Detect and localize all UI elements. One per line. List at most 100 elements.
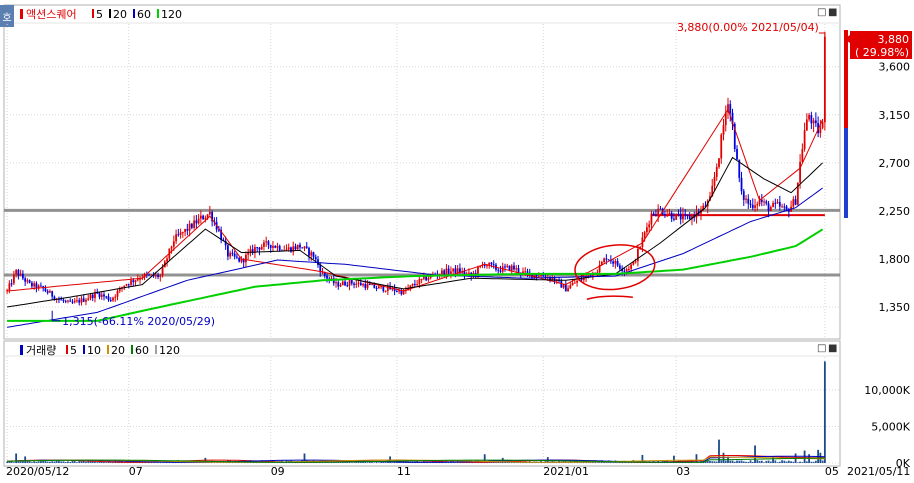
candle-body (634, 261, 637, 263)
candle-body (159, 275, 162, 278)
candle-body (722, 125, 725, 135)
legend-label: 20 (113, 8, 127, 21)
volume-bar (821, 460, 824, 463)
candle-body (308, 247, 310, 256)
candle-body (508, 265, 511, 271)
price-legend: 액션스퀘어 5 20 60 120 (20, 8, 182, 21)
candle-body (441, 270, 443, 275)
candle-body (53, 296, 56, 300)
candle-body (733, 123, 736, 149)
volume-bar (382, 461, 385, 463)
volume-legend-marker (20, 345, 23, 355)
candle-body (531, 273, 533, 278)
volume-bar (89, 460, 92, 463)
volume-bar (94, 461, 96, 463)
candle-body (26, 280, 29, 282)
candle-body (355, 283, 358, 285)
candle-body (179, 232, 182, 235)
volume-bar (335, 462, 337, 463)
volume-close-button[interactable]: ■ (828, 343, 837, 354)
candle-body (276, 246, 279, 248)
volume-legend-title: 거래량 (26, 344, 56, 357)
candle-body (537, 276, 540, 278)
candle-body (89, 294, 92, 299)
volume-bar (103, 461, 105, 463)
candle-body (535, 274, 538, 277)
volume-bar (751, 461, 754, 463)
x-tick-label: 2020/05/12 (6, 465, 69, 478)
price-restore-button[interactable]: □ (817, 7, 826, 18)
volume-bar (747, 461, 750, 463)
candle-body (46, 291, 49, 293)
candle-body (623, 270, 626, 272)
legend-label: 60 (135, 344, 149, 357)
legend-swatch (92, 9, 94, 18)
candle-body (567, 288, 569, 292)
candle-body (132, 280, 135, 283)
candle-body (10, 283, 13, 285)
candle-body (549, 277, 551, 280)
candle-body (267, 241, 270, 245)
candle-body (745, 198, 747, 200)
volume-bar (24, 456, 27, 463)
candle-body (776, 202, 779, 204)
volume-bar (810, 461, 813, 463)
volume-restore-button[interactable]: □ (817, 343, 826, 354)
candle-body (269, 244, 272, 248)
candle-body (193, 220, 196, 228)
volume-bar (756, 460, 759, 463)
candle-body (758, 199, 761, 205)
candle-body (161, 267, 164, 276)
candle-body (603, 258, 606, 263)
volume-bar (6, 461, 9, 463)
candle-body (206, 214, 209, 218)
candle-body (486, 265, 488, 267)
candle-body (323, 272, 326, 276)
candle-body (395, 291, 398, 293)
candle-body (670, 212, 673, 219)
candle-body (211, 211, 214, 222)
volume-bar (98, 461, 101, 463)
candle-body (278, 246, 281, 251)
candle-body (564, 284, 567, 292)
volume-bar (765, 460, 768, 463)
candle-body (652, 213, 655, 215)
volume-bar (49, 461, 51, 463)
volume-bar (720, 460, 723, 463)
candle-body (15, 269, 18, 275)
side-tab[interactable] (0, 5, 14, 27)
candle-body (371, 284, 373, 286)
candle-body (675, 213, 678, 220)
candle-body (105, 296, 108, 298)
candle-body (85, 299, 87, 302)
volume-bar (758, 461, 761, 463)
legend-swatch (155, 345, 157, 354)
candle-body (409, 285, 412, 289)
price-close-button[interactable]: ■ (828, 7, 837, 18)
volume-bar (823, 361, 826, 463)
candle-body (720, 134, 723, 159)
last-date-label: 2021/05/11 (847, 465, 910, 478)
price-panel-frame (3, 4, 841, 340)
volume-bar (799, 461, 801, 463)
volume-bar (763, 462, 765, 463)
volume-bar (373, 462, 376, 463)
candle-body (400, 290, 403, 295)
candle-body (170, 246, 173, 249)
volume-bar (524, 460, 527, 463)
candle-body (805, 119, 808, 131)
volume-bar (391, 462, 394, 463)
candle-body (625, 269, 628, 272)
volume-bar (21, 460, 24, 463)
legend-label: 5 (70, 344, 77, 357)
candle-body (346, 285, 349, 287)
legend-label: 60 (137, 8, 151, 21)
candle-body (226, 245, 229, 257)
candle-body (21, 273, 24, 279)
volume-bar (673, 455, 675, 463)
volume-bar (650, 462, 653, 463)
volume-bar (783, 460, 786, 463)
candle-body (657, 208, 660, 216)
volume-bar (618, 462, 621, 463)
candle-body (562, 284, 565, 288)
